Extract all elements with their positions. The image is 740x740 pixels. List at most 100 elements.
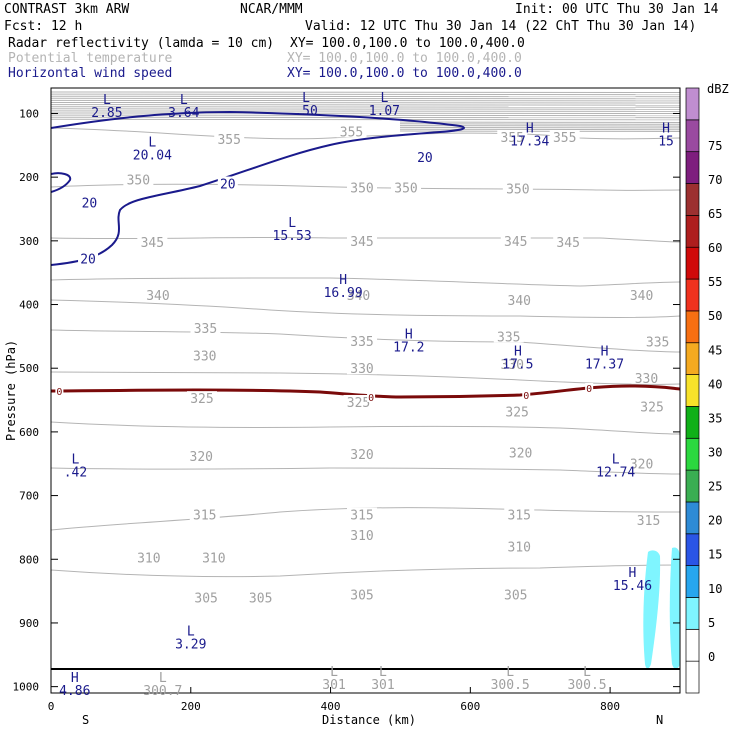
x-tick-label: 800 (600, 700, 620, 713)
theta-label: 330 (193, 349, 216, 364)
colorbar-swatch (685, 342, 700, 375)
colorbar-swatch (685, 119, 700, 153)
theta-label-bg (493, 329, 524, 343)
theta-label-bg (637, 399, 668, 413)
extremum-value: 4.86 (59, 684, 90, 699)
extremum-value: 20.04 (133, 149, 172, 164)
theta-label-bg (123, 172, 154, 186)
extremum-value: 300.7 (143, 684, 182, 699)
theta-label-bg (504, 293, 535, 307)
colorbar-label: 15 (708, 548, 722, 562)
freezing-level-label: 0 (368, 393, 374, 404)
theta-label-bg (189, 348, 220, 362)
y-tick-label: 700 (19, 490, 39, 503)
theta-label: 355 (553, 131, 576, 146)
x-axis-south-label: S (82, 713, 89, 727)
wind-speed-20-contours (51, 110, 465, 266)
colorbar-swatch (685, 406, 700, 439)
theta-dense-contour (51, 104, 680, 106)
x-axis-label: Distance (km) (322, 713, 416, 727)
theta-label: 345 (504, 235, 527, 250)
colorbar-label: 60 (708, 241, 722, 255)
x-axis-north-label: N (656, 713, 663, 727)
theta-label: 335 (350, 335, 373, 350)
colorbar-label: 10 (708, 582, 722, 596)
field-theta-xy: XY= 100.0,100.0 to 100.0,400.0 (287, 51, 522, 66)
theta-label: 310 (137, 551, 160, 566)
theta-label: 310 (350, 529, 373, 544)
theta-dense-contour (51, 114, 680, 117)
colorbar: 0 5 10 15 20 25 30 35 40 45 50 55 60 65 70 75 dBZ (685, 82, 729, 694)
extremum-value: .42 (64, 466, 87, 481)
wind-label-layer: 20 20 20 20 (78, 149, 435, 268)
colorbar-label: 65 (708, 207, 722, 221)
extremum-value: 17.34 (510, 135, 549, 150)
theta-label: 335 (194, 322, 217, 337)
theta-label: 305 (504, 588, 527, 603)
theta-dense-contour (51, 118, 680, 121)
colorbar-label: 75 (708, 139, 722, 153)
extremum-value: 17.2 (393, 340, 424, 355)
theta-dense-contour (399, 126, 680, 129)
colorbar-swatch (685, 501, 700, 535)
y-axis-label: Pressure (hPa) (4, 340, 18, 441)
theta-label: 335 (497, 330, 520, 345)
extremum-value: 17.5 (502, 357, 533, 372)
theta-label-bg (347, 180, 378, 194)
y-tick-label: 400 (19, 299, 39, 312)
extremum-letter: H (601, 344, 609, 359)
theta-label-bg (497, 356, 528, 370)
theta-label-bg (347, 587, 378, 601)
theta-label-bg (497, 130, 528, 144)
extremum-value: 16.99 (324, 286, 363, 301)
theta-label: 305 (194, 591, 217, 606)
extremum-value: 17.37 (585, 357, 624, 372)
theta-dense-contour (51, 110, 680, 112)
extremum-letter: L (612, 453, 620, 468)
colorbar-swatch (685, 310, 700, 344)
theta-dense-contour (51, 112, 680, 114)
y-tick-label: 900 (19, 617, 39, 630)
freezing-level-label: 0 (56, 387, 62, 398)
wind-label-bg (414, 149, 435, 163)
extremum-letter: L (379, 665, 387, 680)
theta-label: 355 (217, 133, 240, 148)
theta-label-bg (347, 333, 378, 347)
colorbar-swatch (685, 215, 700, 248)
theta-label-bg (189, 507, 220, 521)
extremum-value: 15 (658, 135, 674, 150)
theta-label-bg (347, 528, 378, 542)
theta-label: 355 (340, 125, 363, 140)
theta-305-contour (51, 564, 680, 578)
theta-label: 335 (646, 335, 669, 350)
theta-label-bg (500, 587, 531, 601)
theta-label: 305 (249, 591, 272, 606)
wind-label: 20 (80, 253, 96, 268)
theta-label: 315 (350, 509, 373, 524)
theta-label: 320 (350, 448, 373, 463)
theta-label-bg (142, 287, 173, 301)
theta-325-contour (51, 371, 680, 385)
x-tick-label: 400 (321, 700, 341, 713)
theta-label-bg (343, 394, 374, 408)
theta-label-bg (553, 235, 584, 249)
theta-dense-contour (51, 106, 680, 108)
theta-label: 305 (350, 588, 373, 603)
theta-label: 345 (141, 236, 164, 251)
theta-label-bg (347, 361, 378, 375)
theta-label: 320 (630, 458, 653, 473)
extremum-value: 2.85 (91, 106, 122, 121)
theta-label-bg (190, 321, 221, 335)
theta-label: 345 (556, 236, 579, 251)
plot-frame (50, 87, 681, 694)
theta-label: 310 (508, 541, 531, 556)
reflectivity-cell-1 (643, 550, 661, 669)
colorbar-label: 70 (708, 173, 722, 187)
y-tick-label: 300 (19, 235, 39, 248)
theta-label-bg (191, 590, 222, 604)
x-tick-label: 200 (181, 700, 201, 713)
theta-label: 315 (193, 509, 216, 524)
colorbar-label: 5 (708, 616, 715, 630)
